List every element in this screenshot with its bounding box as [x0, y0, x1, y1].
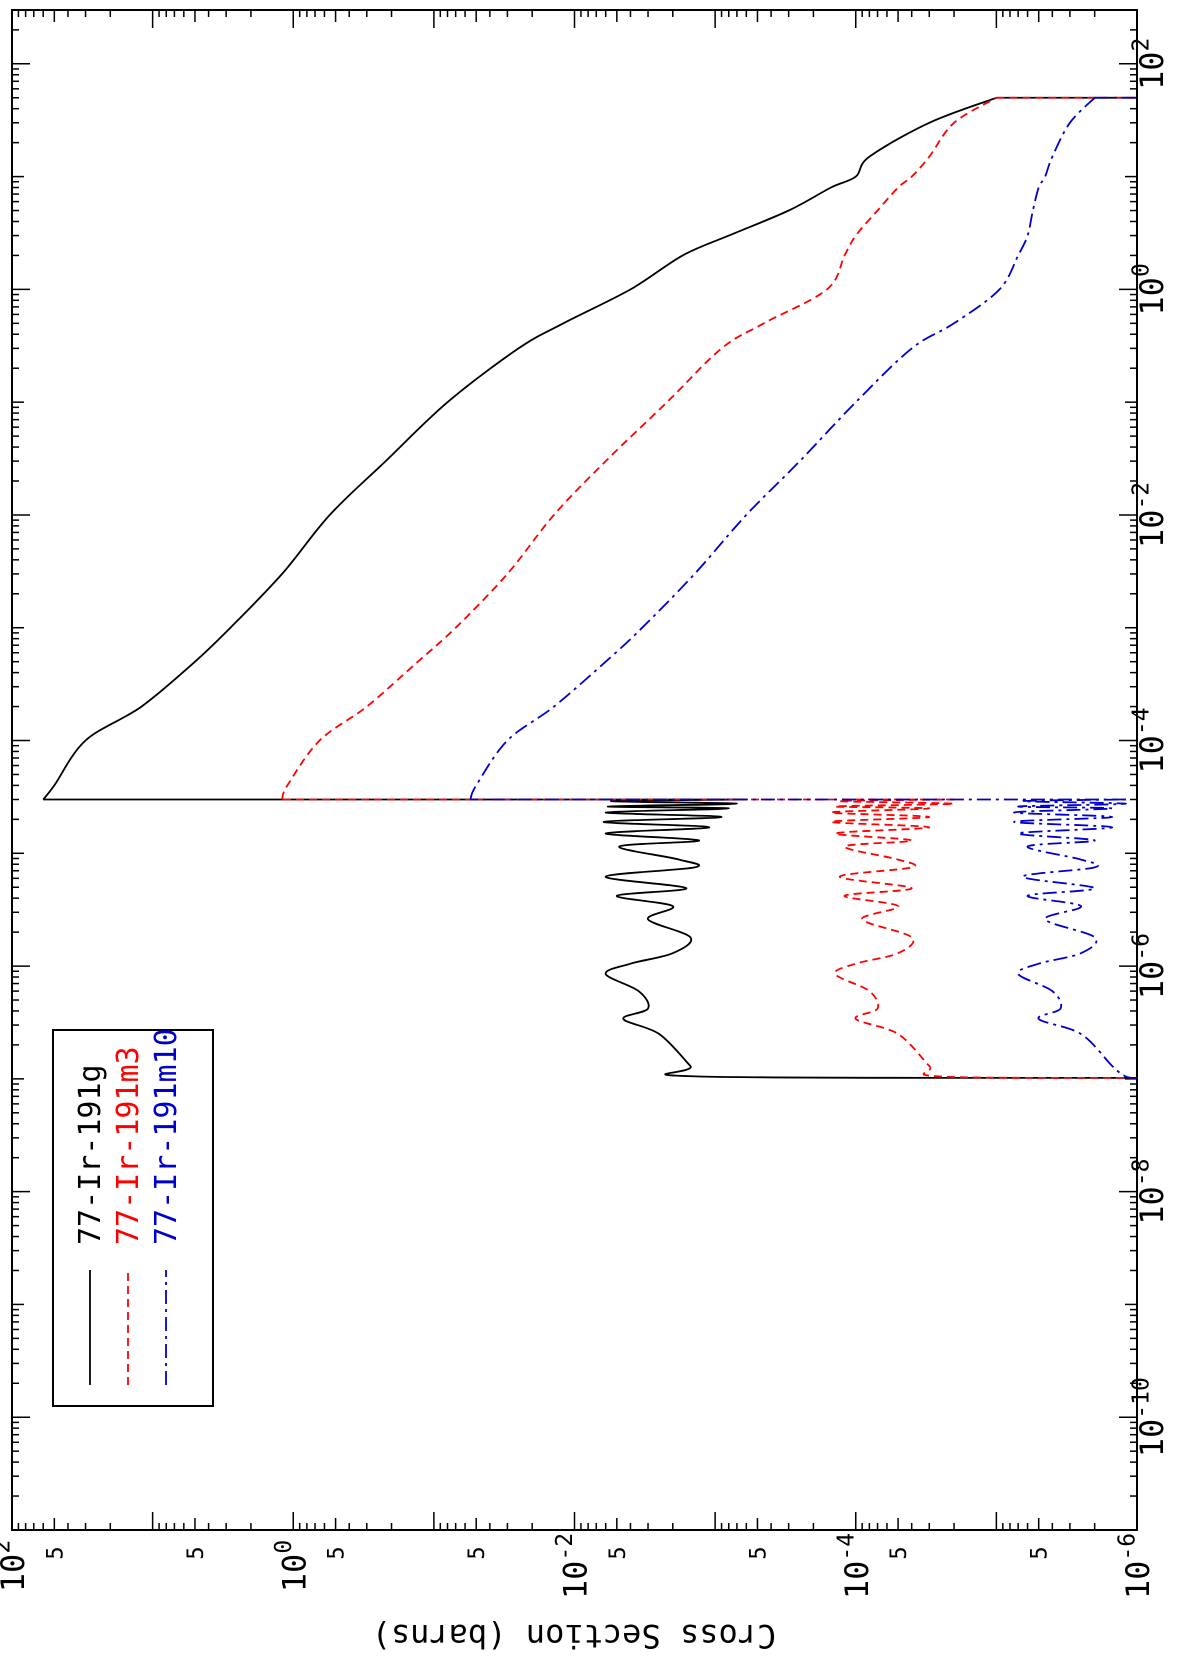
legend: 77-Ir-191g 77-Ir-191m3 77-Ir-191m10 — [52, 1028, 214, 1407]
svg-text:100: 100 — [1129, 263, 1171, 315]
series-line — [281, 97, 997, 800]
legend-label: 77-Ir-191g — [73, 1064, 108, 1245]
x-tick-label: 100 — [1129, 263, 1171, 315]
series-line — [469, 97, 1096, 800]
axis-ticks — [11, 9, 1138, 1531]
series-77-Ir-191m10 — [469, 96, 1138, 1079]
y-tick-label: 10-4 — [833, 1533, 875, 1599]
y-tick-labels: 10-6 10-4 10-2 100 102 5 5 5 5 5 5 5 5 — [0, 1533, 1157, 1599]
x-tick-label: 10-4 — [1129, 707, 1171, 773]
series-layer — [42, 96, 1138, 1079]
series-77-Ir-191g — [42, 96, 1138, 1079]
x-tick-label: 10-8 — [1129, 1159, 1171, 1225]
x-tick-label: 10-6 — [1129, 933, 1171, 999]
svg-text:10-4: 10-4 — [1129, 707, 1171, 773]
svg-text:10-6: 10-6 — [1115, 1533, 1157, 1599]
legend-box — [52, 1029, 214, 1407]
y-minor-tick-label: 5 — [43, 1546, 68, 1559]
legend-label: 77-Ir-191m10 — [149, 1028, 184, 1245]
svg-text:10-4: 10-4 — [833, 1533, 875, 1599]
x-tick-label: 10-10 — [1129, 1377, 1171, 1457]
svg-text:10-6: 10-6 — [1129, 933, 1171, 999]
y-minor-tick-label: 5 — [887, 1546, 912, 1559]
x-tick-label: 102 — [1129, 38, 1171, 90]
svg-text:10-2: 10-2 — [552, 1533, 594, 1599]
y-tick-label: 100 — [271, 1540, 313, 1592]
svg-text:10-10: 10-10 — [1129, 1377, 1171, 1457]
y-minor-tick-label: 5 — [465, 1546, 490, 1559]
svg-text:10-2: 10-2 — [1129, 482, 1171, 548]
series-line — [42, 96, 997, 801]
y-tick-label: 10-6 — [1115, 1533, 1157, 1599]
svg-text:102: 102 — [1129, 38, 1171, 90]
svg-text:100: 100 — [271, 1540, 313, 1592]
y-minor-tick-label: 5 — [325, 1546, 350, 1559]
x-tick-labels: 10-10 10-8 10-6 10-4 10-2 100 102 — [1129, 38, 1171, 1458]
series-line-resonance — [830, 798, 1138, 1079]
legend-label: 77-Ir-191m3 — [111, 1046, 146, 1245]
y-minor-tick-label: 5 — [746, 1546, 771, 1559]
y-minor-tick-label: 5 — [606, 1546, 631, 1559]
series-line-resonance — [602, 798, 1138, 1079]
y-tick-label: 10-2 — [552, 1533, 594, 1599]
x-tick-label: 10-2 — [1129, 482, 1171, 548]
y-minor-tick-label: 5 — [184, 1546, 209, 1559]
y-tick-label: 102 — [0, 1540, 32, 1592]
series-line-resonance — [1012, 798, 1138, 1079]
svg-text:10-8: 10-8 — [1129, 1159, 1171, 1225]
series-77-Ir-191m3 — [281, 96, 1138, 1079]
svg-text:102: 102 — [0, 1540, 32, 1592]
y-minor-tick-label: 5 — [1028, 1546, 1053, 1559]
y-axis-label: Cross Section (barns) — [372, 1617, 777, 1655]
